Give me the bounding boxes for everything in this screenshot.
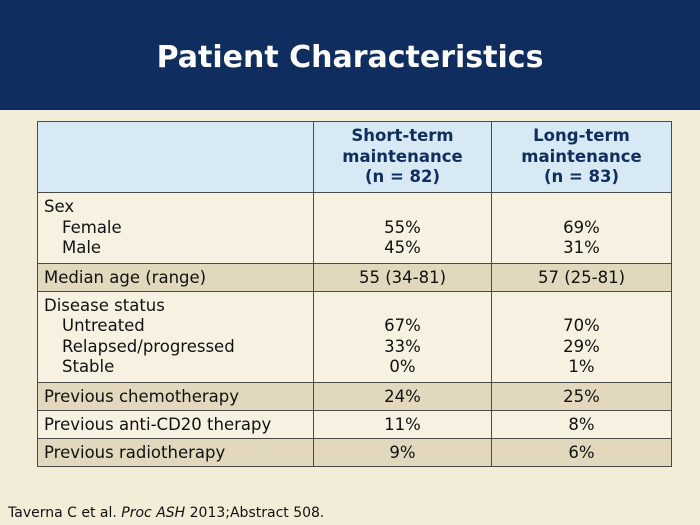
cell-value: 45% [384,238,421,257]
citation: Taverna C et al. Proc ASH 2013;Abstract … [8,505,324,521]
table-row-median-age: Median age (range) 55 (34-81) 57 (25-81) [37,262,672,292]
cell-value: 24% [313,381,492,411]
row-label: Previous radiotherapy [37,437,314,467]
table-row-prev-chemo: Previous chemotherapy 24% 25% [37,381,672,411]
cell-value: 55% [384,217,421,237]
cell-value: 70% [563,316,600,335]
citation-journal: Proc ASH [121,505,186,521]
citation-details: 2013;Abstract 508. [185,505,325,521]
header-short-term-line1: Short-term [351,126,454,146]
header-short-term: Short-term maintenance (n = 82) [313,121,492,193]
citation-authors: Taverna C et al. [8,505,122,521]
row-label: Previous anti-CD20 therapy [37,409,314,439]
row-label: Disease status [44,295,165,315]
row-sublabel: Female [62,217,122,237]
table-row-prev-radio: Previous radiotherapy 9% 6% [37,437,672,467]
cell-value: 6% [491,437,672,467]
row-label: Previous chemotherapy [37,381,314,411]
cell-value: 33% [384,336,421,356]
header-short-term-line2: maintenance [342,146,463,166]
cell-value: 29% [563,336,600,356]
header-long-term: Long-term maintenance (n = 83) [491,121,672,193]
patient-characteristics-table: Short-term maintenance (n = 82) Long-ter… [37,121,672,467]
row-label-cell: Disease status Untreated Relapsed/progre… [37,290,314,383]
table-header-row: Short-term maintenance (n = 82) Long-ter… [37,121,672,193]
row-sublabel: Untreated [62,316,145,335]
table-row-sex: Sex Female Male 55% 45% 69% 31% [37,192,672,264]
header-long-term-line3: (n = 83) [543,167,620,187]
header-blank-cell [37,121,314,193]
cell-value: 0% [389,357,416,376]
cell-value: 11% [313,409,492,439]
row-label-cell: Sex Female Male [37,192,314,264]
cell-value: 1% [568,357,595,376]
short-term-cell: 67% 33% 0% [313,290,492,383]
header-short-term-line3: (n = 82) [364,167,441,187]
cell-value: 57 (25-81) [491,262,672,292]
cell-value: 69% [563,217,600,237]
cell-value: 8% [491,409,672,439]
row-sublabel: Stable [62,357,115,376]
cell-value: 9% [313,437,492,467]
cell-value: 55 (34-81) [313,262,492,292]
cell-value: 31% [563,238,600,257]
header-long-term-line1: Long-term [533,126,630,146]
long-term-cell: 69% 31% [491,192,672,264]
long-term-cell: 70% 29% 1% [491,290,672,383]
short-term-cell: 55% 45% [313,192,492,264]
row-label: Sex [44,197,75,216]
table-row-disease-status: Disease status Untreated Relapsed/progre… [37,290,672,383]
cell-value: 67% [384,316,421,335]
slide-title: Patient Characteristics [156,39,544,75]
table-row-prev-anti-cd20: Previous anti-CD20 therapy 11% 8% [37,409,672,439]
cell-value: 25% [491,381,672,411]
title-banner: Patient Characteristics [0,0,700,110]
header-long-term-line2: maintenance [521,146,642,166]
row-sublabel: Relapsed/progressed [62,336,235,356]
row-sublabel: Male [62,238,102,257]
row-label: Median age (range) [37,262,314,292]
